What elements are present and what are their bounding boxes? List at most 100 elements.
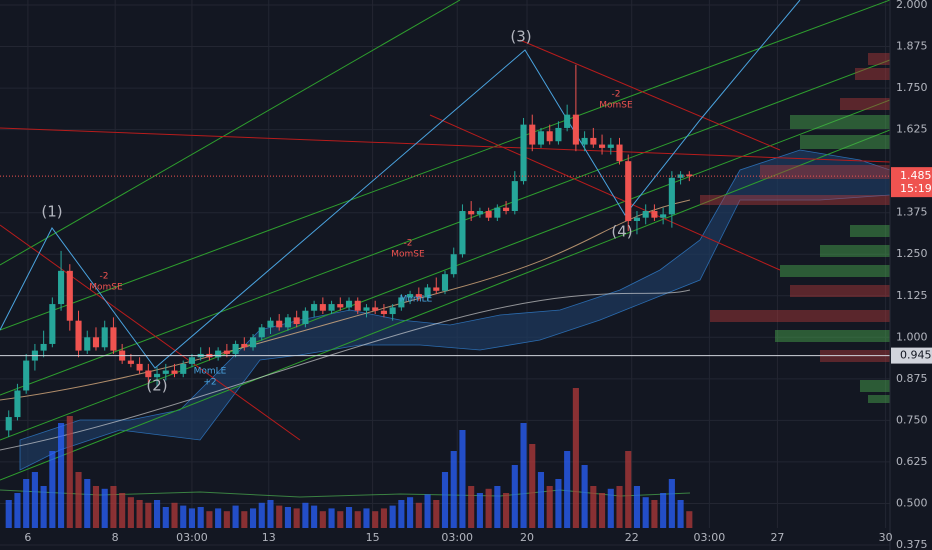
marker-box [891, 347, 932, 364]
volume-bar [258, 502, 265, 528]
x-tick-label: 20 [520, 531, 534, 544]
candle-body [354, 300, 361, 311]
y-tick-label: 2.000 [896, 0, 928, 11]
volume-bar [223, 511, 230, 528]
annotations: (1)(2)(3)(4)-2MomSEMomLE+2-2MomSEMomLE-2… [41, 28, 633, 395]
candle-body [232, 343, 239, 354]
candle-body [625, 161, 632, 221]
candle-body [372, 307, 379, 311]
candle-body [337, 304, 344, 308]
candle-body [424, 287, 431, 298]
candle-body [345, 300, 353, 308]
trend-line [0, 127, 891, 163]
profile-bar [868, 395, 890, 403]
candle-body [503, 207, 510, 212]
annotation: -2 [100, 272, 109, 282]
candle-body [476, 211, 483, 215]
profile-bar [800, 135, 890, 149]
x-tick-label: 15 [366, 531, 380, 544]
candle-body [441, 274, 449, 291]
candle-body [127, 360, 134, 364]
volume-bar [686, 511, 693, 528]
volume-bar [119, 493, 126, 528]
annotation: (3) [510, 28, 531, 46]
candle-body [616, 144, 623, 162]
volume-bar [101, 488, 108, 528]
trend-line [0, 59, 891, 396]
candle-body [75, 320, 82, 351]
volume-bar [503, 493, 510, 528]
annotation: (2) [146, 377, 167, 395]
volume-bar [398, 500, 405, 528]
candle-body [58, 270, 65, 305]
volume-bar [424, 494, 431, 528]
x-tick-label: 03:00 [694, 531, 726, 544]
volume-bar [127, 497, 134, 528]
profile-bar [855, 68, 890, 80]
volume-bar [241, 511, 248, 528]
candle-body [154, 373, 161, 378]
volume-bar [49, 451, 56, 528]
annotation: MomLE [194, 367, 227, 377]
y-tick-label: 1.375 [896, 206, 928, 219]
x-tick-label: 27 [770, 531, 784, 544]
annotation: (4) [611, 223, 632, 241]
volume-bar [206, 511, 213, 528]
candle-body [415, 294, 422, 298]
volume-bar [494, 486, 501, 528]
candle-body [241, 343, 248, 348]
volume-bar [546, 486, 553, 528]
x-tick-label: 03:00 [176, 531, 208, 544]
trend-line [0, 0, 461, 266]
volume-bar [302, 502, 309, 528]
volume-bar [537, 472, 545, 528]
annotation: (1) [41, 203, 62, 221]
volume-bar [380, 508, 387, 528]
candle-body [555, 127, 562, 142]
candle-body [581, 137, 588, 145]
last-price-label: 1.485 [900, 169, 932, 182]
volume-bar [197, 507, 204, 528]
volume-bar [590, 486, 597, 528]
candle-body [5, 417, 12, 431]
volume-bar [607, 488, 614, 528]
x-tick-label: 22 [625, 531, 639, 544]
volume-bar [171, 502, 178, 528]
candle-body [276, 320, 283, 328]
volume-bar [284, 507, 291, 528]
volume-bar [389, 505, 396, 528]
volume-bar [345, 507, 353, 528]
volume-bar [110, 486, 117, 528]
profile-bar [850, 225, 890, 237]
volume-bar [14, 493, 21, 528]
candle-body [267, 320, 274, 328]
candle-body [162, 370, 169, 374]
candle-body [188, 357, 196, 364]
candle-body [23, 360, 30, 391]
y-tick-label: 1.625 [896, 123, 928, 136]
candle-body [660, 214, 667, 218]
volume-bar [651, 500, 658, 528]
candle-body [389, 307, 396, 315]
annotation: MomLE [400, 295, 433, 305]
candle-body [249, 337, 257, 348]
profile-bar [860, 380, 890, 392]
volume-bar [564, 451, 571, 528]
annotation: -2 [612, 90, 621, 100]
volume-bar [66, 416, 73, 528]
volume-bar [58, 423, 65, 528]
y-tick-label: 0.625 [896, 455, 928, 468]
y-tick-label: 0.375 [896, 538, 928, 550]
volume-bar [555, 479, 562, 528]
volume-bar [267, 500, 274, 528]
volume-bar [415, 502, 422, 528]
y-tick-label: 0.500 [896, 496, 928, 509]
countdown-label: 15:19 [900, 182, 932, 195]
profile-bar [820, 245, 890, 257]
volume-bar [511, 465, 518, 528]
volume-bar [293, 508, 300, 528]
candle-body [494, 207, 501, 218]
